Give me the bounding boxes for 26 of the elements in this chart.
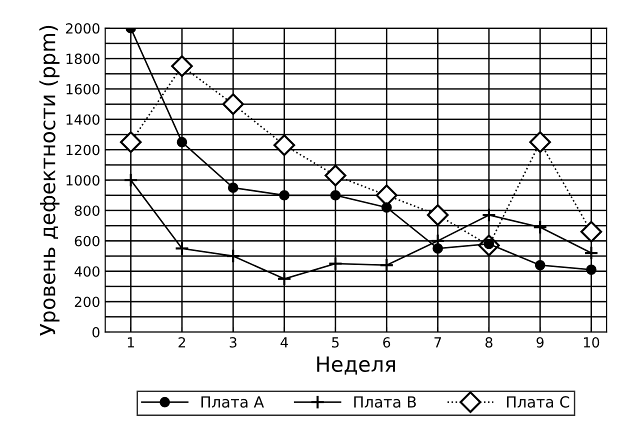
x-tick-label: 5 [332, 337, 339, 348]
y-tick-label: 800 [74, 205, 100, 216]
x-tick-label: 7 [434, 337, 442, 348]
legend-label: Плата C [507, 396, 570, 408]
legend-label: Плата A [201, 396, 264, 408]
y-tick-label: 600 [74, 236, 100, 246]
x-axis-title: Неделя [317, 356, 395, 375]
y-tick-label: 200 [74, 296, 100, 308]
x-tick-label: 2 [178, 337, 185, 348]
legend-label: Плата B [354, 396, 416, 408]
y-tick-label: 2000 [66, 23, 100, 34]
x-tick-label: 6 [383, 337, 390, 348]
y-tick-label: 1800 [66, 54, 100, 64]
x-tick-label: 8 [485, 337, 492, 348]
y-tick-label: 1200 [66, 144, 100, 156]
y-tick-label: 1400 [66, 114, 100, 125]
y-tick-label: 0 [92, 326, 100, 338]
y-tick-label: 400 [74, 266, 100, 277]
y-tick-label: 1600 [66, 84, 100, 94]
x-tick-label: 3 [230, 337, 236, 348]
x-tick-label: 4 [280, 337, 288, 348]
x-tick-label: 10 [584, 337, 600, 348]
x-tick-label: 9 [536, 337, 544, 348]
x-tick-label: 1 [128, 337, 134, 348]
y-axis-title: Уровень дефектности (ppm) [39, 26, 60, 336]
y-tick-label: 1000 [66, 175, 100, 186]
